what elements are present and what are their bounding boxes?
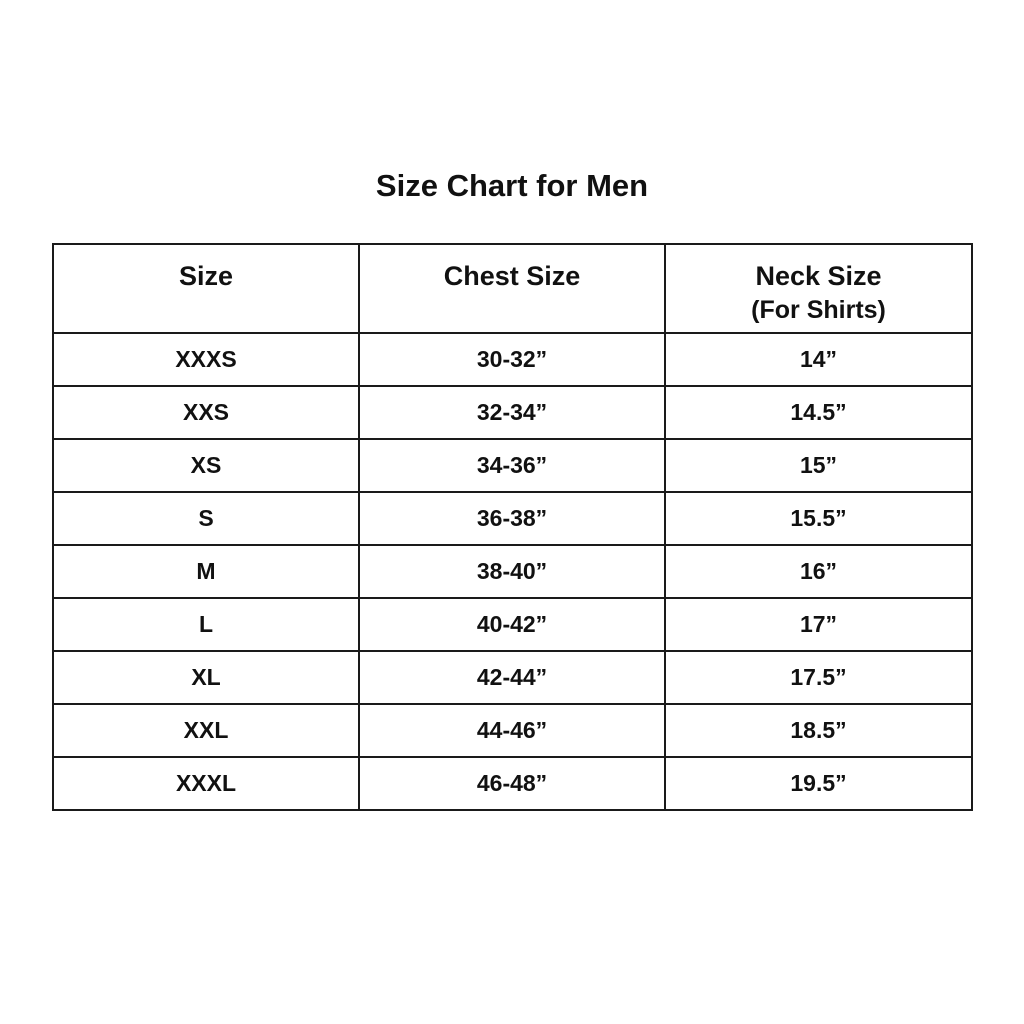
table-row: S 36-38” 15.5” (51, 491, 973, 546)
cell-chest: 32-34” (358, 385, 667, 440)
cell-size: XXXL (51, 756, 361, 811)
cell-size: XS (51, 438, 361, 493)
header-chest: Chest Size (358, 243, 667, 334)
cell-neck: 17” (664, 597, 973, 652)
cell-chest: 46-48” (358, 756, 667, 811)
cell-size: XXS (51, 385, 361, 440)
cell-size: XXXS (51, 332, 361, 387)
table-row: XXL 44-46” 18.5” (51, 703, 973, 758)
cell-chest: 38-40” (358, 544, 667, 599)
cell-chest: 36-38” (358, 491, 667, 546)
cell-size: S (51, 491, 361, 546)
cell-size: M (51, 544, 361, 599)
cell-neck: 14.5” (664, 385, 973, 440)
cell-size: L (51, 597, 361, 652)
cell-chest: 40-42” (358, 597, 667, 652)
table-row: XXS 32-34” 14.5” (51, 385, 973, 440)
cell-size: XXL (51, 703, 361, 758)
cell-size: XL (51, 650, 361, 705)
header-row: Size Chest Size Neck Size (For Shirts) (51, 243, 973, 334)
size-chart-table: Size Chest Size Neck Size (For Shirts) X… (51, 243, 973, 811)
header-neck-sub: (For Shirts) (751, 296, 886, 324)
cell-chest: 34-36” (358, 438, 667, 493)
cell-neck: 14” (664, 332, 973, 387)
header-size: Size (51, 243, 361, 334)
header-neck: Neck Size (For Shirts) (664, 243, 973, 334)
cell-chest: 30-32” (358, 332, 667, 387)
cell-neck: 18.5” (664, 703, 973, 758)
header-neck-label: Neck Size (755, 261, 882, 291)
cell-neck: 19.5” (664, 756, 973, 811)
cell-neck: 15.5” (664, 491, 973, 546)
cell-neck: 15” (664, 438, 973, 493)
cell-chest: 42-44” (358, 650, 667, 705)
page-title: Size Chart for Men (375, 168, 649, 203)
cell-neck: 16” (664, 544, 973, 599)
table-row: XL 42-44” 17.5” (51, 650, 973, 705)
table-row: XS 34-36” 15” (51, 438, 973, 493)
cell-chest: 44-46” (358, 703, 667, 758)
cell-neck: 17.5” (664, 650, 973, 705)
table-row: L 40-42” 17” (51, 597, 973, 652)
table-row: M 38-40” 16” (51, 544, 973, 599)
table-row: XXXS 30-32” 14” (51, 332, 973, 387)
table-row: XXXL 46-48” 19.5” (51, 756, 973, 811)
